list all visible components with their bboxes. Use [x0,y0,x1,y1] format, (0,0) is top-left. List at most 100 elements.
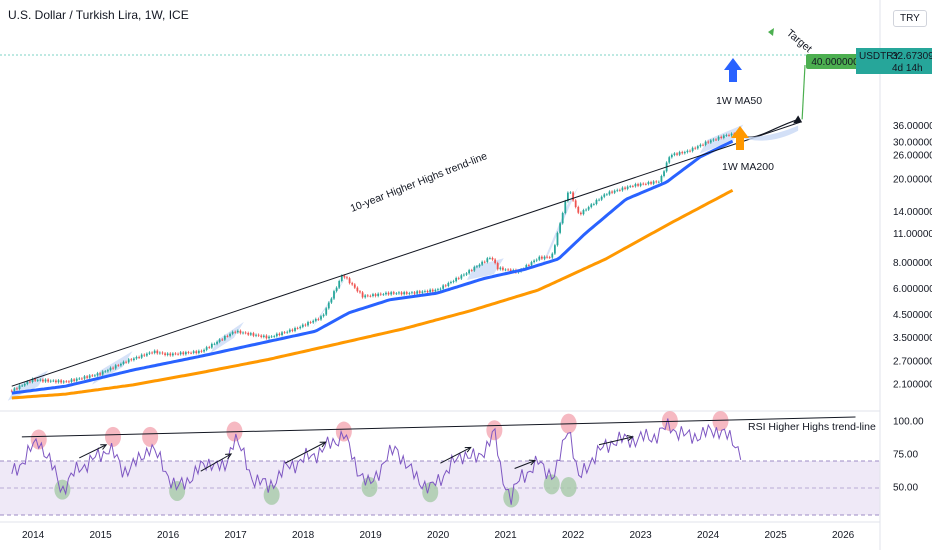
candle [715,139,717,141]
candle [387,292,390,295]
candle [413,292,416,294]
candle [138,357,140,358]
candle [278,333,281,336]
candle [26,381,29,384]
candle [57,380,60,383]
candle [670,154,673,158]
candle [592,204,595,205]
price-tick-label: 3.500000 [893,333,932,344]
candle [236,330,239,333]
candle [683,152,686,154]
candle [720,136,723,138]
candle [566,192,569,202]
candle [416,291,419,294]
candle [476,266,478,268]
candle [442,285,445,289]
candle [551,253,554,258]
candle [598,199,600,201]
candle [346,277,348,279]
candle [36,380,39,381]
candle [533,260,535,263]
candle [218,339,221,342]
candle [689,150,691,152]
candle [561,213,564,224]
price-tick-label: 26.000000 [893,151,932,162]
candle [379,293,382,295]
candle [127,359,130,363]
candle [468,270,471,274]
rsi-arrow-line [200,453,232,472]
candle [145,353,148,356]
time-tick-label: 2024 [697,530,720,541]
candle [579,212,582,215]
candle [327,302,330,309]
candle [325,308,328,315]
ma50-arrow [724,58,742,82]
candle [728,135,730,136]
candle [286,331,289,333]
impulse-channel [466,258,504,281]
candle [101,371,104,375]
candle [177,353,179,355]
trendline-label: 10-year Higher Highs trend-line [349,150,489,215]
candle [631,186,634,188]
rsi-tick-label: 50.00 [893,483,918,494]
price-tick-label: 2.700000 [893,357,932,368]
price-tick-label: 14.000000 [893,207,932,218]
candle [686,150,689,153]
candle [182,352,185,355]
currency-button[interactable]: TRY [893,10,927,27]
candle [390,292,393,295]
candle [249,333,252,335]
candle [553,245,556,254]
candle [244,332,247,334]
candle [463,274,465,276]
candle [587,207,590,210]
candle [99,373,102,375]
target-badge-text: 40.000000 [811,57,859,68]
rsi-arrow-line [598,436,633,446]
candle [156,350,159,354]
rsi-arrow-head [626,435,634,442]
candle [385,292,387,295]
candle [13,388,16,392]
candle [75,378,78,381]
candle [356,287,359,292]
candle [455,277,458,282]
time-tick-label: 2023 [630,530,653,541]
rsi-low-marker [560,477,577,497]
rsi-arrow-head [225,453,233,460]
candle [411,292,413,294]
price-tick-label: 2.100000 [893,380,932,391]
candle [203,349,205,352]
rsi-low-marker [361,477,378,497]
candle [340,275,343,282]
rsi-high-marker [712,411,729,431]
candle [257,334,260,336]
candle [502,267,504,270]
candle [608,191,611,195]
candle [437,289,439,291]
rsi-arrow-head [100,444,108,450]
candle [226,336,229,337]
candle [408,293,411,294]
candle [31,378,34,382]
candle [294,328,296,331]
candle [86,376,89,378]
candle [605,194,608,196]
candle [481,261,484,265]
candle [29,381,31,383]
candle [317,318,320,320]
candle [158,352,161,354]
candle [540,256,543,259]
candle [205,347,208,350]
candle [314,318,317,321]
candle [489,258,491,259]
rsi-arrow-head [528,459,536,466]
candle [494,259,497,264]
candle [657,181,660,183]
candle [470,270,473,271]
candle [320,316,322,320]
candle [642,183,645,185]
